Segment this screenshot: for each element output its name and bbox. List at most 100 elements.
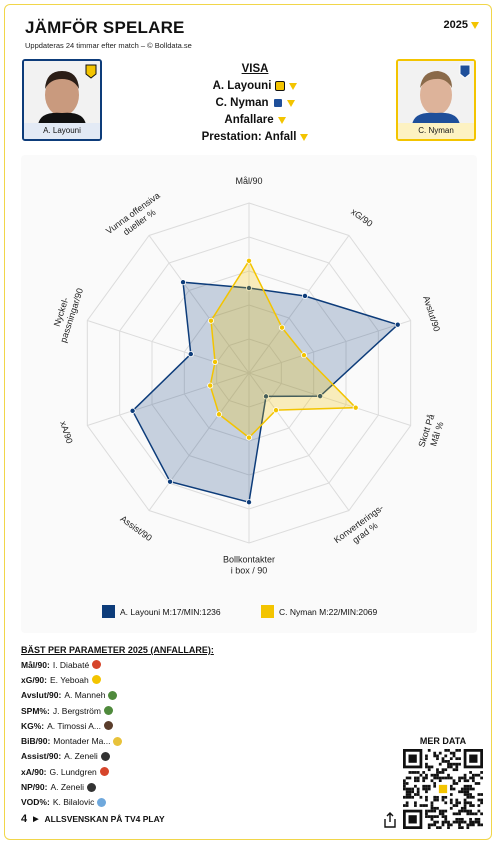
club-badge-icon: [97, 797, 107, 807]
grid-spoke: [87, 372, 250, 427]
data-point: [301, 292, 308, 299]
best-player-name: Montader Ma...: [53, 736, 111, 747]
grid-spoke: [148, 372, 250, 511]
visa-position-wrap: Anfallare: [155, 114, 355, 126]
data-point: [212, 358, 219, 365]
visa-player2-wrap: C. Nyman: [155, 97, 355, 109]
data-point: [245, 434, 252, 441]
chevron-down-icon: [289, 82, 298, 90]
legend-label: C. Nyman M:22/MIN:2069: [279, 606, 378, 617]
club-badge-icon: [92, 660, 102, 670]
club-badge-icon: [113, 736, 123, 746]
club-badge-icon: [104, 706, 113, 716]
best-player-name: I. Diabaté: [52, 659, 90, 670]
position-label: Anfallare: [224, 114, 274, 126]
axis-label: xG/90: [349, 207, 374, 229]
best-row[interactable]: VOD%: K. Bilalovic: [21, 795, 122, 810]
best-param-label: Avslut/90:: [21, 690, 62, 701]
visa-heading-wrap: VISA: [155, 63, 355, 75]
axis-label: Bollkontakter i box / 90: [223, 555, 275, 576]
best-row[interactable]: xA/90: G. Lundgren: [21, 764, 122, 779]
grid-spoke: [248, 372, 411, 427]
club-badge-icon: [104, 721, 113, 731]
best-param-label: xA/90:: [21, 766, 47, 777]
best-row[interactable]: BiB/90: Montader Ma...: [21, 733, 123, 748]
player-name-left: A. Layouni: [24, 123, 100, 139]
grid-spoke: [248, 319, 411, 374]
best-param-label: SPM%:: [21, 705, 50, 716]
mer-data-label: MER DATA: [419, 736, 467, 746]
qr-code[interactable]: [403, 749, 483, 829]
best-player-name: A. Zeneli: [50, 782, 85, 793]
best-row[interactable]: Mål/90: I. Diabaté: [21, 657, 122, 672]
club-badge-icon: [99, 767, 109, 777]
axis-label: xA/90: [58, 420, 75, 445]
player-photo-left: [24, 61, 100, 125]
club-badge-icon: [275, 81, 286, 91]
visa-heading: VISA: [241, 63, 269, 75]
data-point: [245, 257, 252, 264]
club-badge-icon: [91, 675, 101, 685]
share-icon[interactable]: [383, 812, 397, 828]
chevron-down-icon: [300, 133, 309, 141]
category-label: Prestation: Anfall: [201, 131, 297, 143]
axis-label: Konverterings-grad %: [332, 503, 392, 554]
data-point: [300, 352, 307, 359]
best-param-label: Assist/90:: [21, 751, 62, 762]
axis-label: Mål/90: [235, 176, 262, 186]
data-point: [167, 478, 174, 485]
update-note: Uppdateras 24 timmar efter match – © Bol…: [25, 41, 192, 50]
player1-select[interactable]: A. Layouni: [213, 80, 298, 92]
best-player-name: E. Yeboah: [50, 674, 89, 685]
data-point: [278, 324, 285, 331]
chevron-down-icon: [286, 99, 295, 107]
position-select[interactable]: Anfallare: [224, 114, 286, 126]
chevron-down-icon: [277, 116, 286, 124]
radar-chart: Mål/90 xG/90 Avslut/90 Skott PåMål % Konvert…: [52, 176, 446, 576]
category-select[interactable]: Prestation: Anfall: [202, 131, 309, 143]
player1-label: A. Layouni: [212, 80, 272, 92]
data-point: [394, 321, 401, 328]
best-param-label: NP/90:: [21, 782, 48, 793]
best-list: Mål/90: I. Diabaté xG/90: E. Yeboah Avslut/9…: [21, 657, 123, 810]
best-row[interactable]: Avslut/90: A. Manneh: [21, 688, 122, 703]
best-row[interactable]: NP/90: A. Zeneli: [21, 779, 122, 794]
data-point: [317, 393, 324, 400]
grid-spoke: [248, 235, 350, 374]
data-point: [208, 317, 215, 324]
best-row[interactable]: xG/90: E. Yeboah: [21, 672, 122, 687]
best-row[interactable]: SPM%: J. Bergström: [21, 703, 122, 718]
season-selector[interactable]: 2025: [444, 19, 479, 31]
best-param-label: BiB/90:: [21, 736, 51, 747]
player-card-right[interactable]: C. Nyman: [396, 59, 476, 141]
visa-category-wrap: Prestation: Anfall: [155, 131, 355, 143]
player-name-right: C. Nyman: [398, 123, 474, 139]
legend-item-nyman[interactable]: C. Nyman M:22/MIN:2069: [261, 605, 377, 618]
chevron-down-icon: [471, 21, 479, 29]
best-row[interactable]: KG%: A. Timossi A...: [21, 718, 122, 733]
player2-label: C. Nyman: [215, 97, 269, 109]
player2-select[interactable]: C. Nyman: [215, 97, 295, 109]
data-point: [129, 407, 136, 414]
tv4-logo: 4: [21, 813, 28, 825]
legend-item-layouni[interactable]: A. Layouni M:17/MIN:1236: [102, 605, 221, 618]
grid-spoke: [148, 235, 250, 374]
club-badge-icon: [108, 690, 118, 700]
player-card-left[interactable]: A. Layouni: [22, 59, 102, 141]
legend-swatch-yellow: [261, 605, 274, 618]
best-row[interactable]: Assist/90: A. Zeneli: [21, 749, 122, 764]
grid-spoke: [87, 319, 250, 374]
player-photo-right: [398, 61, 474, 125]
best-heading: BÄST PER PARAMETER 2025 (ANFALLARE):: [21, 645, 214, 655]
data-point: [262, 393, 269, 400]
tv4-play-link[interactable]: 4 ▶ ALLSVENSKAN PÅ TV4 PLAY: [21, 813, 165, 825]
axis-label: Assist/90: [118, 514, 153, 544]
compare-card: JÄMFÖR SPELARE Uppdateras 24 timmar efte…: [4, 4, 492, 840]
best-param-label: VOD%:: [21, 797, 50, 808]
best-param-label: KG%:: [21, 720, 45, 731]
club-badge-icon: [100, 751, 110, 761]
legend-swatch-blue: [102, 605, 115, 618]
best-player-name: A. Timossi A...: [47, 720, 101, 731]
season-value: 2025: [443, 19, 468, 31]
best-player-name: K. Bilalovic: [52, 797, 95, 808]
